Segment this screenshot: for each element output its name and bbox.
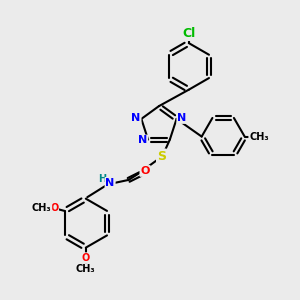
Text: N: N xyxy=(131,113,141,123)
Text: N: N xyxy=(138,136,147,146)
Text: CH₃: CH₃ xyxy=(249,132,269,142)
Text: O: O xyxy=(82,253,90,263)
Text: S: S xyxy=(157,149,166,163)
Text: CH₃: CH₃ xyxy=(76,264,96,274)
Text: N: N xyxy=(106,178,115,188)
Text: CH₃: CH₃ xyxy=(32,203,51,213)
Text: N: N xyxy=(177,113,187,123)
Text: O: O xyxy=(50,203,58,213)
Text: Cl: Cl xyxy=(182,27,195,40)
Text: O: O xyxy=(140,166,150,176)
Text: H: H xyxy=(98,174,106,184)
